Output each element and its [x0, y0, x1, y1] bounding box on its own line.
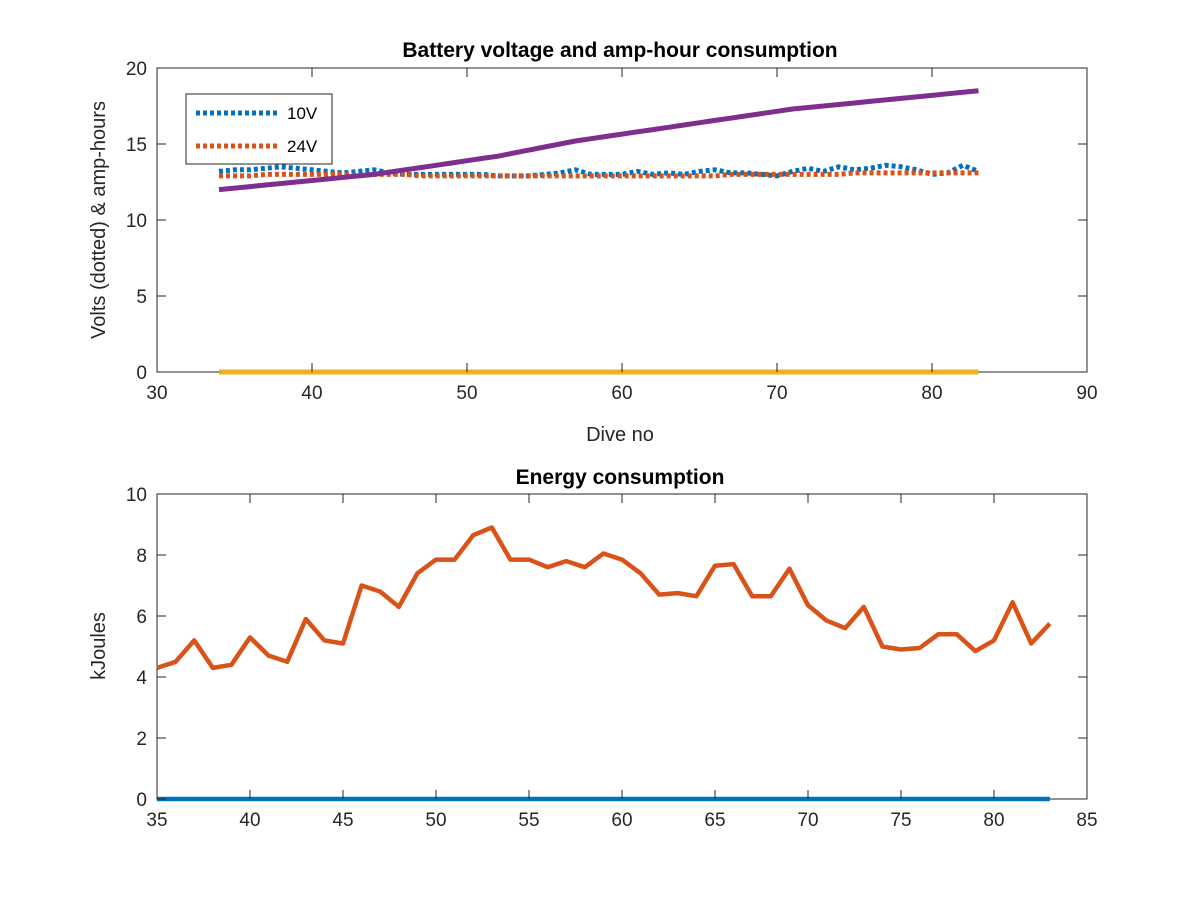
x-tick-label: 40 [301, 383, 322, 404]
y-axis-label: kJoules [88, 612, 110, 680]
plot-area [156, 493, 1088, 800]
y-axis-label: Volts (dotted) & amp-hours [88, 101, 110, 339]
y-tick-label: 0 [136, 363, 147, 384]
y-tick-label: 20 [126, 59, 147, 80]
x-tick-label: 85 [1076, 810, 1097, 831]
legend-label: 10V [287, 104, 318, 123]
chart-title: Battery voltage and amp-hour consumption [402, 39, 837, 62]
x-tick-label: 75 [890, 810, 911, 831]
chart-energy-consumption: Energy consumption kJoules 35 40 45 50 55 60 6… [88, 466, 1098, 831]
x-axis-label: Dive no [586, 424, 654, 446]
x-tick-label: 35 [146, 810, 167, 831]
y-tick-label: 10 [126, 211, 147, 232]
series-line [156, 525, 1052, 671]
chart-voltage-amphours: Battery voltage and amp-hour consumption… [88, 39, 1098, 446]
x-tick-label: 50 [425, 810, 446, 831]
legend-box [185, 93, 333, 165]
x-tick-label: 90 [1076, 383, 1097, 404]
x-tick-label: 55 [518, 810, 539, 831]
x-tick-label: 80 [921, 383, 942, 404]
x-tick-label: 50 [456, 383, 477, 404]
y-tick-label: 2 [136, 729, 147, 750]
x-tick-label: 70 [797, 810, 818, 831]
y-tick-label: 10 [126, 485, 147, 506]
y-tick-label: 4 [136, 668, 147, 689]
y-tick-label: 5 [136, 287, 147, 308]
x-tick-label: 60 [611, 810, 632, 831]
x-tick-label: 30 [146, 383, 167, 404]
y-tick-label: 15 [126, 135, 147, 156]
x-tick-label: 80 [983, 810, 1004, 831]
x-tick-label: 45 [332, 810, 353, 831]
x-tick-label: 70 [766, 383, 787, 404]
chart-title: Energy consumption [516, 466, 725, 489]
x-tick-label: 40 [239, 810, 260, 831]
y-tick-label: 8 [136, 546, 147, 567]
x-tick-label: 65 [704, 810, 725, 831]
y-tick-label: 6 [136, 607, 147, 628]
series-line [218, 88, 979, 193]
legend-label: 24V [287, 137, 318, 156]
x-tick-label: 60 [611, 383, 632, 404]
y-tick-label: 0 [136, 790, 147, 811]
